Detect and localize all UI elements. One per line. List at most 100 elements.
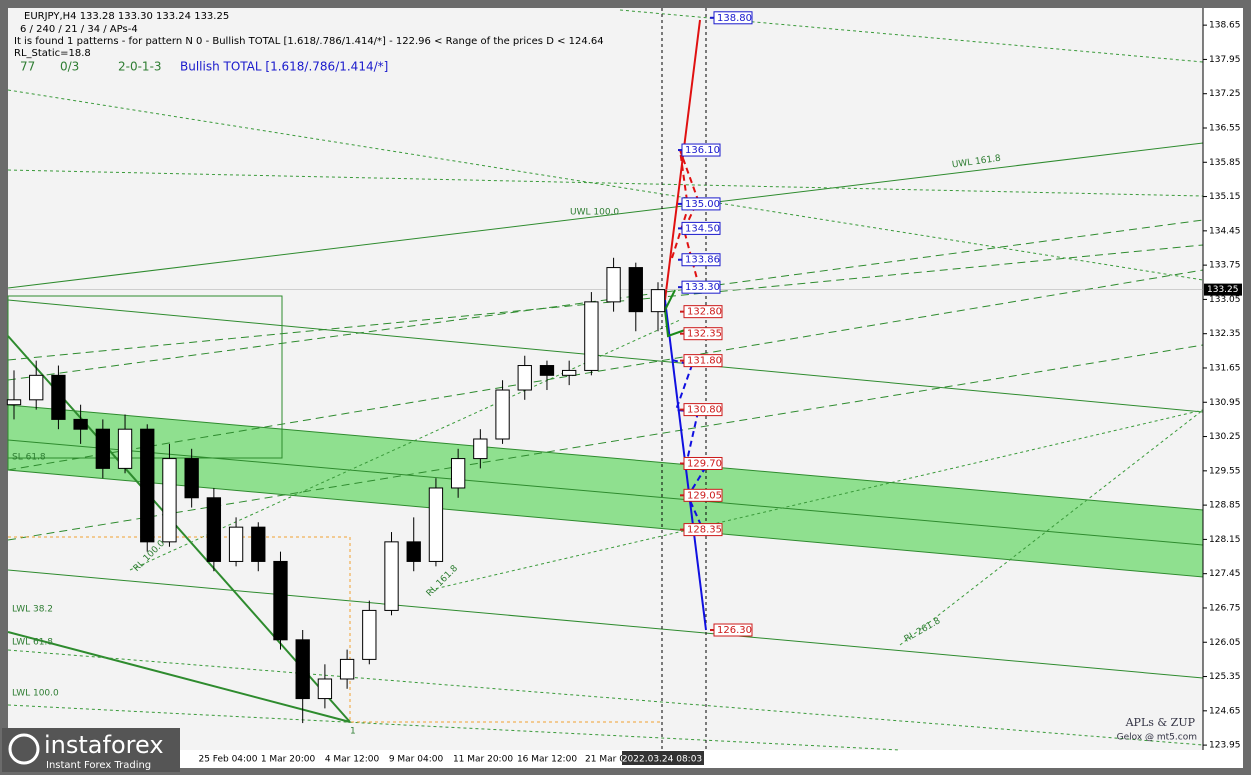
level-label: 126.30 (717, 625, 752, 636)
range-outline (8, 536, 660, 723)
candle-body (473, 438, 488, 460)
static-line: RL_Static=18.8 (14, 48, 91, 59)
x-tick-label: 2022.03.24 08:03 (622, 755, 702, 765)
candle-body (539, 365, 555, 376)
level-box (681, 280, 721, 294)
credit: Gelox @ mt5.com (1117, 733, 1197, 743)
level-label: 133.86 (685, 255, 720, 266)
level-label: 129.05 (687, 490, 722, 501)
plot-area (8, 8, 1203, 750)
candle-body (650, 289, 666, 313)
level-box (683, 488, 723, 502)
x-tick-label: 4 Mar 12:00 (325, 755, 380, 765)
candle-body (140, 428, 155, 543)
candle-body (162, 458, 177, 543)
candle-body (495, 389, 510, 440)
candle-body (317, 678, 333, 700)
logo-bg (2, 728, 180, 772)
candle-body (51, 374, 66, 420)
y-tick-label: 126.75 (1209, 603, 1241, 613)
rl-line (7, 299, 1204, 413)
y-tick-label: 137.25 (1209, 89, 1241, 99)
candle-body (362, 609, 377, 660)
candle-body (184, 458, 199, 499)
wedge-line (7, 704, 901, 751)
pattern-name: Bullish TOTAL [1.618/.786/1.414/*] (180, 60, 388, 74)
y-tick-label: 131.65 (1209, 363, 1241, 373)
level-label: 136.10 (685, 145, 720, 156)
pivot-curve (663, 289, 686, 338)
stat: 77 (20, 60, 35, 74)
candle-body (428, 487, 444, 562)
level-box (681, 221, 721, 235)
candle-body (295, 639, 310, 700)
level-box (681, 253, 721, 267)
annotation: LWL 61.8 (12, 638, 53, 648)
annotation: LWL 100.0 (12, 689, 59, 699)
bull-zigzag (671, 149, 701, 291)
wedge-line (429, 409, 1204, 591)
params-line: 6 / 240 / 21 / 34 / APs-4 (20, 24, 138, 35)
stat: 2-0-1-3 (118, 60, 162, 74)
bull-projection (664, 19, 701, 301)
x-tick-label: 25 Feb 04:00 (198, 755, 257, 765)
y-tick-label: 135.85 (1209, 158, 1241, 168)
y-tick-label: 132.35 (1209, 329, 1241, 339)
y-tick-label: 127.45 (1209, 569, 1241, 579)
y-tick-label: 128.15 (1209, 535, 1241, 545)
lwl-line (7, 569, 1204, 679)
y-tick-label: 130.25 (1209, 432, 1241, 442)
candle-body (606, 267, 621, 303)
y-tick-label: 129.55 (1209, 466, 1241, 476)
credit: APLs & ZUP (1125, 716, 1196, 729)
time-highlight (622, 751, 704, 765)
y-tick-label: 130.95 (1209, 398, 1241, 408)
candle-body (73, 418, 88, 430)
candle-body (273, 560, 288, 641)
candle-body (206, 497, 222, 562)
x-tick-label: 11 Mar 20:00 (453, 755, 513, 765)
header: EURJPY,H4 133.28 133.30 133.24 133.25 6 … (14, 11, 1197, 743)
level-box (681, 143, 721, 157)
level-box (713, 11, 753, 25)
candle-body (517, 365, 532, 391)
y-tick-label: 123.95 (1209, 741, 1241, 751)
logo: instaforex Instant Forex Trading (2, 728, 180, 772)
level-box (683, 403, 723, 417)
candle-body (384, 541, 399, 611)
candle-body (228, 526, 244, 562)
candle-body (95, 428, 110, 469)
y-tick-label: 136.55 (1209, 123, 1241, 133)
level-box (683, 456, 723, 470)
x-tick-label: 21 Mar 0 (585, 755, 625, 765)
level-label: 130.80 (687, 405, 722, 416)
wedge-line (129, 319, 681, 571)
y-tick-label: 124.65 (1209, 706, 1241, 716)
y-tick-label: 137.95 (1209, 55, 1241, 65)
candle-body (450, 458, 466, 489)
level-label: 132.35 (687, 329, 722, 340)
x-tick-label: 16 Mar 12:00 (517, 755, 577, 765)
level-box (683, 354, 723, 368)
level-label: 129.70 (687, 458, 722, 469)
y-tick-label: 133.05 (1209, 295, 1241, 305)
level-box (713, 623, 753, 637)
candle-body (6, 399, 22, 406)
price-axis (1203, 8, 1243, 750)
x-tick-label: 1 Mar 20:00 (261, 755, 316, 765)
price-label: 133.25 (1207, 285, 1239, 295)
y-tick-label: 126.05 (1209, 638, 1241, 648)
y-tick-label: 134.45 (1209, 226, 1241, 236)
fan-line (7, 244, 1204, 361)
y-tick-label: 125.35 (1209, 672, 1241, 682)
price-box (1204, 283, 1242, 296)
candle-body (562, 369, 577, 376)
annotation: SL 61.8 (12, 453, 46, 463)
level-label: 135.00 (685, 199, 720, 210)
pattern-line: It is found 1 patterns - for pattern N 0… (14, 36, 604, 47)
candle-body (584, 301, 599, 371)
candle-body (406, 541, 421, 562)
y-tick-label: 138.65 (1209, 21, 1241, 31)
annotation: UWL 100.0 (570, 208, 619, 218)
